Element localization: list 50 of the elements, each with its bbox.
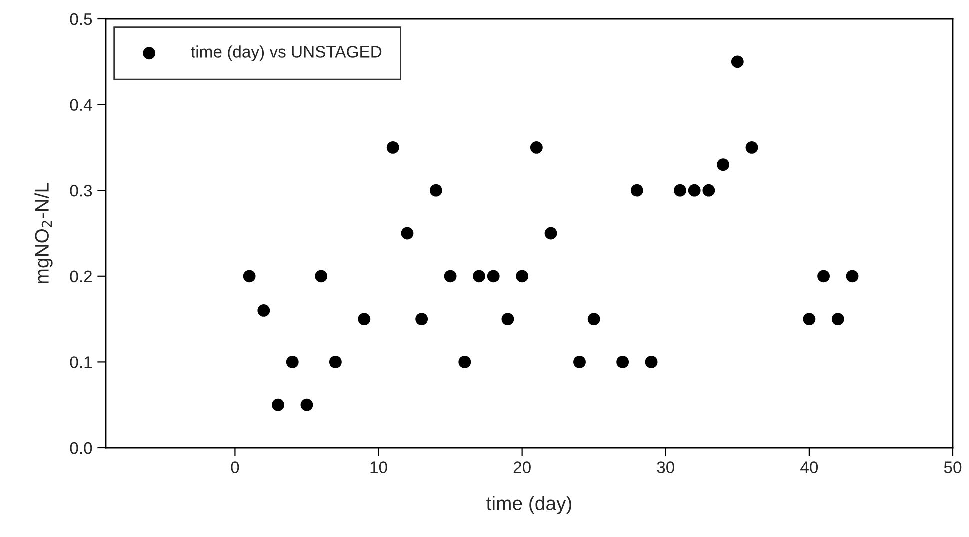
point bbox=[502, 313, 514, 326]
point bbox=[530, 141, 543, 154]
y-tick-label: 0.2 bbox=[70, 270, 92, 283]
legend-label: time (day) vs UNSTAGED bbox=[191, 46, 382, 62]
point bbox=[688, 184, 701, 197]
x-tick-label: 10 bbox=[370, 462, 388, 474]
point bbox=[258, 304, 270, 317]
y-tick-label: 0.4 bbox=[70, 99, 92, 112]
point bbox=[630, 184, 644, 197]
y-tick-label: 0.5 bbox=[70, 13, 92, 26]
point bbox=[386, 141, 400, 154]
point bbox=[315, 270, 328, 283]
point bbox=[702, 184, 716, 197]
point bbox=[473, 270, 486, 283]
point bbox=[588, 313, 600, 326]
point bbox=[818, 270, 830, 283]
point bbox=[832, 313, 844, 326]
point bbox=[358, 313, 371, 326]
point bbox=[803, 313, 816, 326]
point bbox=[645, 356, 658, 368]
point bbox=[731, 56, 744, 68]
point bbox=[272, 398, 284, 412]
point bbox=[846, 270, 859, 283]
x-tick-label: 20 bbox=[514, 462, 531, 474]
point bbox=[516, 270, 529, 283]
point bbox=[458, 356, 472, 368]
point bbox=[401, 227, 414, 240]
x-tick-label: 40 bbox=[800, 462, 818, 474]
point bbox=[717, 158, 730, 172]
y-tick-label: 0.1 bbox=[70, 356, 92, 368]
point bbox=[430, 184, 442, 197]
y-tick-label: 0.3 bbox=[70, 185, 92, 197]
x-axis-title: time (day) bbox=[486, 496, 572, 514]
point bbox=[286, 356, 299, 368]
point bbox=[300, 398, 314, 412]
y-axis-title: mgNO$_{2}$-N/L bbox=[34, 183, 53, 284]
y-tick-label: 0.0 bbox=[70, 442, 92, 454]
x-tick-label: 0 bbox=[231, 462, 240, 474]
x-tick-label: 30 bbox=[657, 462, 674, 474]
point bbox=[544, 227, 558, 240]
point bbox=[574, 356, 586, 368]
point bbox=[416, 313, 428, 326]
point bbox=[487, 270, 500, 283]
point bbox=[444, 270, 457, 283]
point bbox=[329, 356, 342, 368]
point bbox=[674, 184, 686, 197]
point bbox=[243, 270, 256, 283]
point bbox=[746, 141, 758, 154]
x-tick-label: 50 bbox=[944, 462, 962, 474]
point bbox=[616, 356, 630, 368]
